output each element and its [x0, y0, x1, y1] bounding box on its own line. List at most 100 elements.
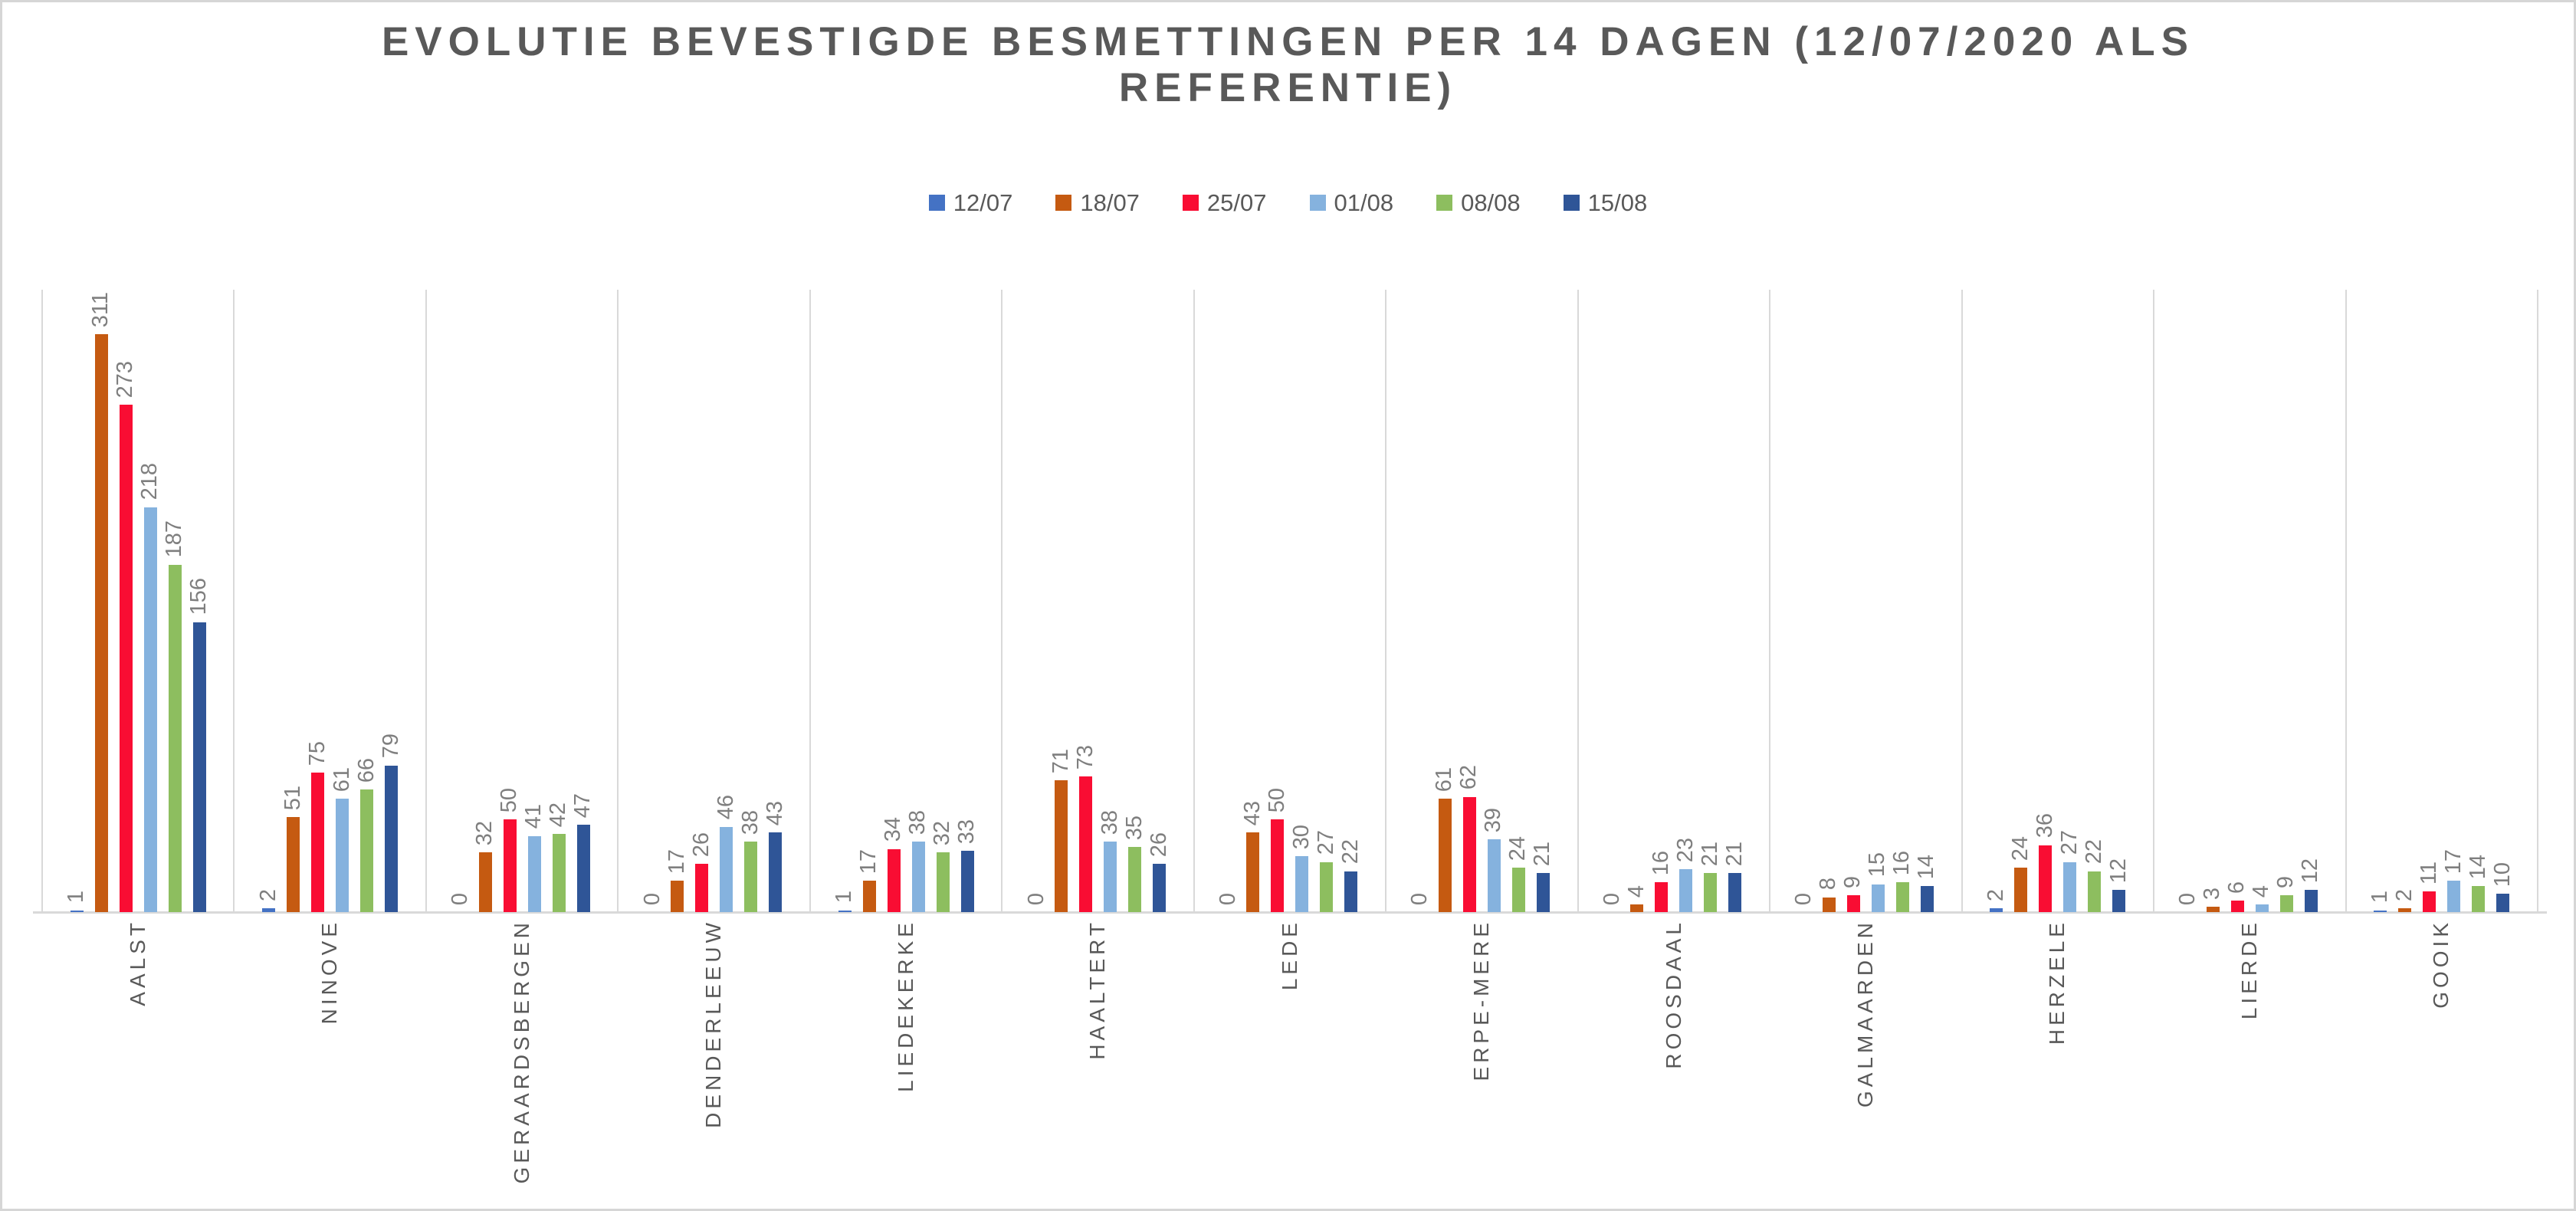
bar-ninove-15-08: 79: [379, 733, 403, 912]
category-label-lede: LEDE: [1194, 919, 1386, 990]
bar-liedekerke-12-07: 1: [832, 891, 856, 912]
bar-value-label: 311: [88, 291, 113, 328]
category-label-text: NINOVE: [317, 919, 342, 1025]
bar-value-label: 46: [713, 795, 738, 820]
legend-marker: [1182, 195, 1199, 211]
bar-fill: [1511, 867, 1525, 912]
bar-value-label: 73: [1072, 744, 1098, 770]
category-label-text: GERAARDSBERGEN: [509, 919, 533, 1184]
bar-group-gooik: 1 2 11 17 14 10: [2346, 290, 2538, 912]
category-label-haaltert: HAALTERT: [1002, 919, 1193, 1060]
bar-group-roosdaal: 0 4 16 23 21 21: [1578, 290, 1770, 912]
bar-value-label: 1: [64, 891, 89, 904]
bar-fill: [911, 841, 925, 912]
bar-fill: [2304, 889, 2318, 912]
bar-value-label: 43: [762, 800, 787, 825]
bar-fill: [168, 564, 182, 912]
bar-fill: [2496, 893, 2510, 912]
legend-marker: [1309, 195, 1326, 211]
bar-fill: [2255, 904, 2269, 912]
bar-fill: [2039, 845, 2053, 912]
bar-fill: [1846, 895, 1860, 912]
bar-value-label: 12: [2105, 858, 2131, 883]
bar-fill: [1320, 861, 1334, 912]
category-label-text: DENDERLEEUW: [701, 919, 726, 1128]
bar-lierde-25-07: 6: [2224, 881, 2249, 912]
bar-value-label: 21: [1721, 841, 1747, 867]
bar-value-label: 66: [353, 757, 379, 783]
bar-galmaarden-08-08: 16: [1889, 851, 1914, 912]
bar-fill: [1728, 873, 1742, 912]
bar-fill: [1055, 779, 1068, 912]
bar-fill: [385, 765, 399, 912]
bar-value-label: 51: [280, 786, 305, 811]
bar-liedekerke-25-07: 34: [881, 817, 905, 912]
bar-fill: [887, 848, 901, 912]
bar-fill: [1246, 832, 1260, 912]
bar-roosdaal-25-07: 16: [1649, 851, 1673, 912]
bar-group-herzele: 2 24 36 27 22 12: [1962, 290, 2154, 912]
bar-fill: [287, 817, 300, 912]
category-label-text: GOOIK: [2429, 919, 2453, 1009]
category-label-text: LIERDE: [2236, 919, 2261, 1020]
bar-gooik-15-08: 10: [2490, 862, 2515, 912]
bar-fill: [695, 863, 709, 912]
legend-label: 25/07: [1206, 189, 1267, 216]
bar-denderleeuw-25-07: 26: [689, 832, 714, 912]
bar-fill: [2014, 867, 2028, 912]
bar-value-label: 43: [1240, 800, 1265, 825]
bar-fill: [936, 852, 950, 912]
category-label-lierde: LIERDE: [2154, 919, 2345, 1019]
chart-title-line-1: EVOLUTIE BEVESTIGDE BESMETTINGEN PER 14 …: [381, 19, 2195, 64]
gridline-vertical: [41, 290, 43, 912]
bar-fill: [862, 880, 876, 912]
bar-fill: [1990, 908, 2003, 912]
bar-fill: [1630, 904, 1644, 912]
bar-lede-18-07: 43: [1240, 801, 1265, 912]
legend-item-01-08: 01/08: [1309, 191, 1393, 215]
legend-item-15-08: 15/08: [1563, 191, 1647, 215]
bar-value-label: 34: [881, 817, 906, 842]
bar-value-label: 8: [1816, 878, 1841, 891]
bar-value-label: 38: [1097, 809, 1122, 835]
bar-value-label: 9: [2273, 876, 2299, 889]
bar-herzele-12-07: 2: [1984, 889, 2008, 912]
bar-erpe-mere-25-07: 62: [1456, 765, 1481, 912]
bar-fill: [1438, 799, 1452, 912]
bar-value-label: 2: [1983, 889, 2008, 902]
bar-haaltert-18-07: 71: [1048, 749, 1073, 912]
bar-liedekerke-01-08: 38: [905, 810, 930, 912]
bar-fill: [336, 799, 349, 912]
bar-ninove-01-08: 61: [330, 767, 354, 912]
bar-value-label: 36: [2032, 813, 2057, 839]
bar-fill: [2279, 895, 2293, 912]
bar-fill: [720, 826, 733, 912]
legend-marker: [928, 195, 945, 211]
bar-fill: [527, 835, 541, 912]
bar-gooik-01-08: 17: [2441, 849, 2466, 912]
bar-group-denderleeuw: 0 17 26 46 38 43: [618, 290, 809, 912]
bar-value-label: 33: [954, 819, 980, 845]
plot-area: 1 311 273 218 187 156 2 51 75 61 66 79 0 32 50 41 42 47 0 1…: [33, 290, 2547, 914]
bar-value-label: 61: [1432, 766, 1457, 793]
bar-haaltert-01-08: 38: [1098, 810, 1122, 912]
category-label-aalst: AALST: [42, 919, 234, 1006]
bar-value-label: 0: [639, 892, 665, 905]
bar-fill: [2398, 908, 2412, 912]
category-label-liedekerke: LIEDEKERKE: [810, 919, 1002, 1092]
bar-fill: [119, 405, 133, 912]
gridline-vertical: [233, 290, 235, 912]
bar-fill: [744, 841, 758, 912]
bar-value-label: 2: [255, 889, 281, 902]
bar-fill: [1271, 819, 1285, 912]
bar-fill: [1104, 841, 1117, 912]
bar-value-label: 50: [497, 787, 522, 812]
bar-value-label: 16: [1889, 850, 1915, 876]
bar-gooik-18-07: 2: [2392, 889, 2417, 912]
gridline-vertical: [2537, 290, 2538, 912]
bar-fill: [262, 908, 276, 912]
bar-value-label: 273: [113, 360, 138, 399]
bar-erpe-mere-18-07: 61: [1432, 767, 1456, 912]
bar-value-label: 71: [1048, 748, 1073, 773]
bar-fill: [1153, 863, 1167, 912]
